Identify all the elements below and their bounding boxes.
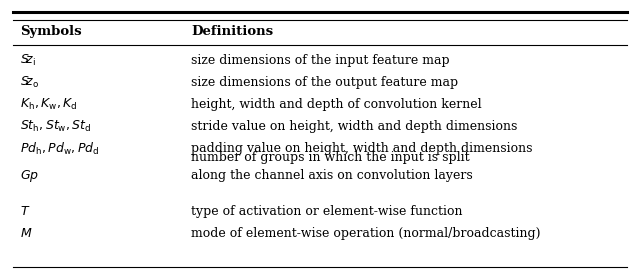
Text: $\mathit{M}$: $\mathit{M}$ [20,227,33,240]
Text: $\mathit{T}$: $\mathit{T}$ [20,205,31,217]
Text: $\mathit{Gp}$: $\mathit{Gp}$ [20,168,39,184]
Text: Symbols: Symbols [20,25,82,38]
Text: $\mathbf{\mathit{S}}\!\mathbf{\mathit{z}}_{\mathrm{i}}$: $\mathbf{\mathit{S}}\!\mathbf{\mathit{z}… [20,53,36,68]
Text: $\mathit{St}_{\mathrm{h}}, \mathit{St}_{\mathrm{w}}, \mathit{St}_{\mathrm{d}}$: $\mathit{St}_{\mathrm{h}}, \mathit{St}_{… [20,119,92,134]
Text: type of activation or element-wise function: type of activation or element-wise funct… [191,205,463,217]
Text: padding value on height, width and depth dimensions: padding value on height, width and depth… [191,142,533,155]
Text: $\mathbf{\mathit{S}}\!\mathbf{\mathit{z}}_{\mathrm{o}}$: $\mathbf{\mathit{S}}\!\mathbf{\mathit{z}… [20,75,40,90]
Text: size dimensions of the output feature map: size dimensions of the output feature ma… [191,76,458,89]
Text: size dimensions of the input feature map: size dimensions of the input feature map [191,54,450,67]
Text: height, width and depth of convolution kernel: height, width and depth of convolution k… [191,98,482,111]
Text: number of groups in which the input is split
along the channel axis on convoluti: number of groups in which the input is s… [191,152,473,182]
Text: $\mathit{Pd}_{\mathrm{h}}, \mathit{Pd}_{\mathrm{w}}, \mathit{Pd}_{\mathrm{d}}$: $\mathit{Pd}_{\mathrm{h}}, \mathit{Pd}_{… [20,140,100,156]
Text: mode of element-wise operation (normal/broadcasting): mode of element-wise operation (normal/b… [191,227,541,240]
Text: stride value on height, width and depth dimensions: stride value on height, width and depth … [191,120,518,133]
Text: $\mathit{K}_{\mathrm{h}}, \mathit{K}_{\mathrm{w}}, \mathit{K}_{\mathrm{d}}$: $\mathit{K}_{\mathrm{h}}, \mathit{K}_{\m… [20,97,78,112]
Text: Definitions: Definitions [191,25,273,38]
